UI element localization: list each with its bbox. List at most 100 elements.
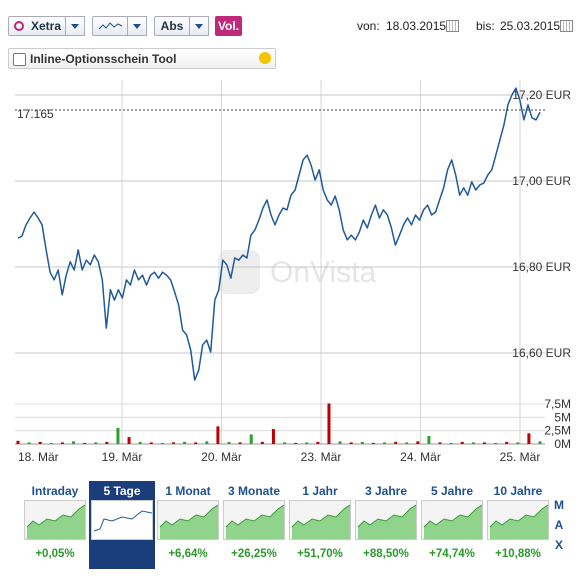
y-tick-label: 16,80 EUR [512, 260, 571, 274]
x-tick-label: 24. Mär [400, 450, 441, 464]
reference-label: 17.165 [17, 107, 54, 121]
period-label: 1 Monat [165, 484, 211, 498]
period-tab[interactable]: 5 Jahre +74,74% [419, 481, 485, 569]
option-tool-checkbox[interactable] [13, 53, 26, 66]
volume-bar [194, 442, 198, 444]
volume-bar [471, 442, 475, 444]
period-thumbnail [289, 500, 351, 540]
mode-select[interactable]: Abs [154, 16, 190, 36]
exchange-label: Xetra [31, 19, 62, 33]
volume-bar [49, 442, 53, 444]
period-change: +51,70% [297, 548, 343, 560]
watermark: OnVista [270, 256, 376, 289]
volume-bar [327, 403, 331, 444]
mode-dropdown[interactable] [189, 16, 209, 36]
volume-bar [505, 441, 509, 444]
mode-label: Abs [160, 19, 184, 33]
period-label: 1 Jahr [302, 484, 338, 498]
period-tab[interactable]: 3 Jahre +88,50% [353, 481, 419, 569]
volume-bar [260, 441, 264, 444]
volume-bar [538, 441, 542, 444]
period-change: +10,88% [495, 548, 541, 560]
max-tab[interactable]: MAX [554, 498, 564, 552]
thumbnail-area [358, 505, 416, 539]
period-tab[interactable]: 1 Monat +6,64% [155, 481, 221, 569]
volume-bar [138, 441, 142, 444]
volume-button[interactable]: Vol. [215, 16, 242, 36]
price-line [17, 87, 541, 381]
volume-bar [205, 441, 209, 444]
period-tab[interactable]: 3 Monate +26,25% [221, 481, 287, 569]
to-label: bis: [476, 19, 495, 33]
y-tick-label: 16,60 EUR [512, 346, 571, 360]
volume-bar [94, 442, 98, 444]
chart: OnVista 18. Mär 19. Mär 20. Mär 23. Mär 24. … [15, 80, 571, 464]
volume-bar [127, 437, 131, 444]
volume-bar [227, 441, 231, 444]
volume-bar [394, 441, 398, 444]
period-thumbnail [355, 500, 417, 540]
period-thumbnail [91, 500, 153, 540]
volume-bar [116, 428, 120, 444]
icon-line [98, 22, 123, 30]
chart-type-icon [98, 22, 123, 30]
exchange-icon [14, 21, 24, 31]
volume-bar [360, 441, 364, 444]
period-label: Intraday [31, 484, 79, 498]
volume-bar [149, 442, 153, 444]
volume-bar [460, 441, 464, 444]
chart-type-select[interactable] [92, 16, 128, 36]
period-thumbnail [24, 500, 86, 540]
chart-type-dropdown[interactable] [127, 16, 147, 36]
watermark-icon [218, 250, 260, 294]
thumbnail-line [489, 504, 548, 528]
volume-bar [238, 442, 242, 444]
volume-bar [38, 441, 42, 444]
period-change: +6,64% [168, 548, 208, 560]
period-change: +74,74% [429, 548, 475, 560]
volume-bar [249, 434, 253, 444]
thumbnail-area [292, 505, 350, 539]
thumbnail-area [490, 505, 548, 539]
from-calendar-icon[interactable] [446, 20, 459, 32]
thumbnail-line [357, 504, 416, 528]
exchange-dropdown[interactable] [65, 16, 85, 36]
option-tool-icon[interactable] [259, 52, 271, 64]
period-label: 3 Jahre [364, 484, 408, 498]
period-change: +88,50% [363, 548, 409, 560]
thumbnail-area [424, 505, 482, 539]
volume-bar [338, 441, 342, 444]
volume-bar [405, 442, 409, 444]
volume-bar [216, 426, 220, 444]
to-date[interactable]: 25.03.2015 [500, 19, 561, 33]
thumbnail-area [226, 505, 284, 539]
volume-bar [416, 441, 420, 444]
y-tick-label: 17,20 EUR [512, 88, 571, 102]
thumbnail-line [423, 504, 482, 528]
thumbnail-line [225, 504, 284, 528]
period-change: +0,05% [35, 548, 75, 560]
period-tab[interactable]: 5 Tage [89, 481, 155, 569]
volume-bar [349, 442, 353, 444]
volume-tick-label: 7,5M [544, 397, 571, 411]
volume-bar [27, 442, 31, 444]
volume-bar [482, 442, 486, 444]
to-calendar-icon[interactable] [560, 20, 573, 32]
period-tab[interactable]: 10 Jahre +10,88% [485, 481, 551, 569]
volume-bar [427, 436, 431, 444]
volume-bar [494, 442, 498, 444]
volume-bar [449, 442, 453, 444]
volume-bar [72, 441, 76, 444]
from-date[interactable]: 18.03.2015 [386, 19, 447, 33]
period-thumbnail [223, 500, 285, 540]
period-tab[interactable]: 1 Jahr +51,70% [287, 481, 353, 569]
period-thumbnail [421, 500, 483, 540]
period-tab[interactable]: Intraday +0,05% [22, 481, 88, 569]
y-tick-label: 17,00 EUR [512, 174, 571, 188]
thumbnail-line [26, 504, 85, 528]
volume-tick-label: 5M [554, 410, 571, 424]
volume-bar [371, 442, 375, 444]
period-label: 3 Monate [227, 484, 280, 498]
period-label: 5 Jahre [430, 484, 474, 498]
x-tick-label: 18. Mär [18, 450, 59, 464]
